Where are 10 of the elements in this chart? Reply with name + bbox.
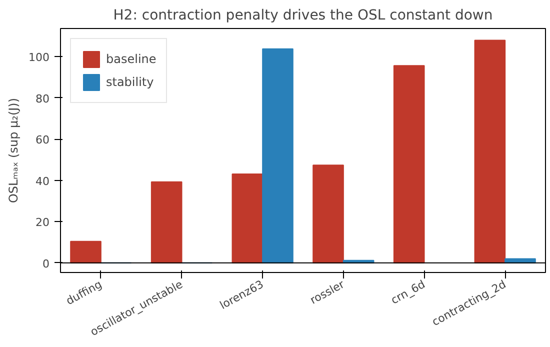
- y-tick-label: 100: [28, 51, 50, 64]
- y-axis-title: OSLₘₐₓ (sup μ₂(J)): [6, 98, 21, 204]
- legend-label: baseline: [106, 52, 156, 66]
- legend-label: stability: [106, 75, 154, 89]
- y-tick-label: 40: [36, 174, 50, 188]
- y-tick-label: 20: [36, 216, 50, 230]
- y-tick-label: 0: [42, 257, 50, 270]
- y-tick-label: 60: [36, 134, 50, 147]
- chart-title: H2: contraction penalty drives the OSL constant down: [113, 8, 493, 24]
- y-tick-label: 80: [36, 92, 50, 106]
